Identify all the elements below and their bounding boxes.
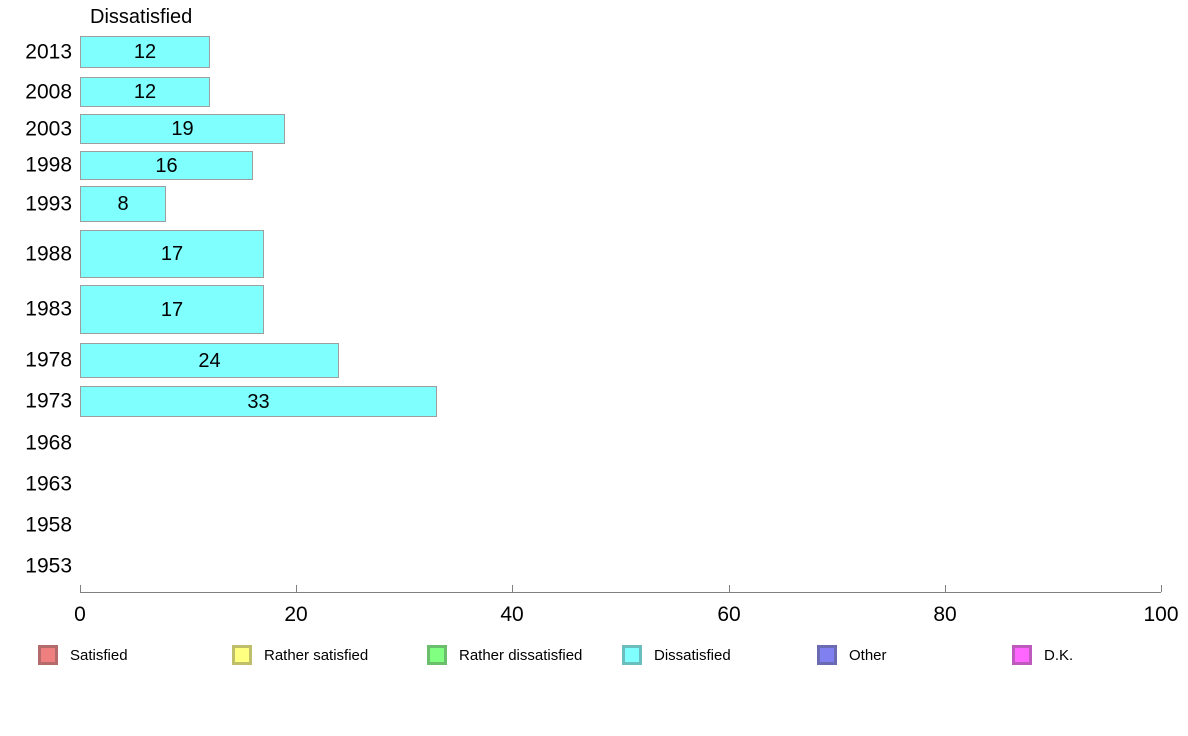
- year-label: 1993: [25, 192, 72, 216]
- year-label: 2013: [25, 40, 72, 64]
- legend-item: Other: [817, 645, 887, 665]
- bar: 17: [80, 285, 264, 334]
- year-label: 1998: [25, 153, 72, 177]
- x-axis-tick-label: 0: [74, 603, 86, 626]
- chart-title: Dissatisfied: [90, 6, 193, 28]
- x-axis-tick-label: 40: [500, 603, 524, 626]
- bar: 17: [80, 230, 264, 278]
- bar: 12: [80, 77, 210, 107]
- bar-value-label: 17: [160, 298, 184, 321]
- x-axis-tick-mark: [729, 585, 730, 592]
- x-axis-tick-mark: [80, 585, 81, 592]
- year-label: 1958: [25, 513, 72, 537]
- bar: 12: [80, 36, 210, 68]
- x-axis-tick-label: 20: [284, 603, 308, 626]
- year-label: 1968: [25, 431, 72, 455]
- legend-label: Satisfied: [70, 646, 128, 664]
- x-axis-tick-mark: [1161, 585, 1162, 592]
- year-label: 1988: [25, 242, 72, 266]
- bar-value-label: 12: [133, 41, 157, 63]
- legend-label: Other: [849, 646, 887, 664]
- bar-value-label: 33: [247, 390, 270, 413]
- legend-item: Satisfied: [38, 645, 128, 665]
- year-label: 1973: [25, 389, 72, 413]
- legend-item: Dissatisfied: [622, 645, 731, 665]
- bar-value-label: 19: [171, 118, 194, 140]
- legend-label: Dissatisfied: [654, 646, 731, 664]
- x-axis-tick-label: 60: [717, 603, 741, 626]
- bar-value-label: 17: [160, 243, 184, 265]
- year-label: 2003: [25, 117, 72, 141]
- legend-item: D.K.: [1012, 645, 1073, 665]
- bar-value-label: 8: [117, 193, 129, 215]
- legend-label: Rather dissatisfied: [459, 646, 583, 664]
- bar: 24: [80, 343, 339, 378]
- legend-swatch-icon: [1012, 645, 1032, 665]
- legend-swatch-icon: [622, 645, 642, 665]
- legend-item: Rather dissatisfied: [427, 645, 582, 665]
- bar: 8: [80, 186, 166, 222]
- bar: 19: [80, 114, 285, 144]
- bar-value-label: 16: [155, 154, 178, 177]
- x-axis-tick-label: 80: [933, 603, 957, 626]
- legend-label: Rather satisfied: [264, 646, 369, 664]
- year-label: 1963: [25, 472, 72, 496]
- legend-swatch-icon: [38, 645, 58, 665]
- legend-item: Rather satisfied: [232, 645, 368, 665]
- year-label: 2008: [25, 80, 72, 104]
- bar-value-label: 12: [133, 81, 157, 103]
- legend-swatch-icon: [427, 645, 447, 665]
- legend-swatch-icon: [817, 645, 837, 665]
- bar: 33: [80, 386, 437, 417]
- year-label: 1983: [25, 297, 72, 321]
- x-axis-tick-mark: [512, 585, 513, 592]
- x-axis-tick-label: 100: [1143, 603, 1179, 626]
- legend-swatch-icon: [232, 645, 252, 665]
- bar-value-label: 24: [198, 349, 221, 372]
- x-axis-line: [80, 592, 1161, 593]
- x-axis-tick-mark: [945, 585, 946, 592]
- year-label: 1953: [25, 554, 72, 578]
- year-label: 1978: [25, 348, 72, 372]
- x-axis-tick-mark: [296, 585, 297, 592]
- legend-label: D.K.: [1044, 646, 1074, 664]
- bar: 16: [80, 151, 253, 180]
